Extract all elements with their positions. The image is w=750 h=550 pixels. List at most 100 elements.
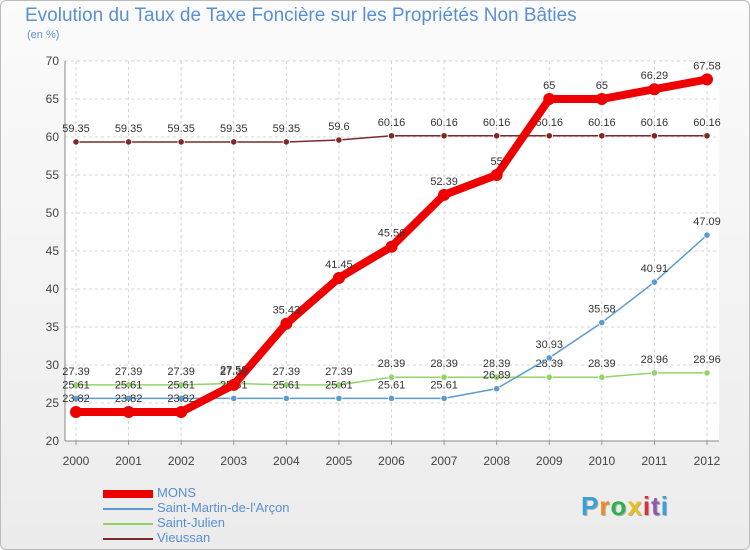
data-label-mons: 23.82	[115, 393, 143, 405]
data-label-mons: 35.43	[273, 305, 301, 317]
data-point-vieussan	[650, 132, 659, 140]
data-point-saint-martin-de-l-ar-on	[177, 394, 185, 402]
data-label-saint-julien: 28.39	[378, 358, 406, 370]
data-point-vieussan	[598, 132, 606, 140]
data-point-saint-martin-de-l-ar-on	[545, 354, 553, 362]
data-label-vieussan: 60.16	[535, 117, 563, 129]
data-label-saint-martin-de-l-ar-on: 25.61	[378, 379, 406, 391]
legend-label: Vieussan	[157, 530, 211, 545]
data-label-vieussan: 60.16	[378, 117, 406, 129]
data-label-vieussan: 60.16	[588, 117, 616, 129]
data-label-vieussan: 60.16	[693, 117, 721, 129]
logo-letter: o	[610, 491, 628, 521]
data-point-saint-martin-de-l-ar-on	[493, 385, 501, 393]
y-tick-label: 20	[46, 434, 60, 448]
data-point-mons	[490, 169, 503, 181]
data-point-saint-martin-de-l-ar-on	[387, 394, 396, 402]
chart-title: Evolution du Taux de Taxe Foncière sur l…	[25, 5, 577, 26]
legend-swatch	[103, 538, 153, 540]
data-point-saint-martin-de-l-ar-on	[598, 318, 606, 327]
y-tick-label: 25	[46, 396, 60, 410]
data-point-mons	[227, 378, 240, 391]
data-label-saint-julien: 27.39	[62, 366, 90, 378]
data-label-mons: 67.58	[693, 60, 721, 72]
data-point-saint-martin-de-l-ar-on	[230, 394, 238, 402]
x-tick-label: 2010	[588, 454, 615, 468]
data-label-mons: 41.45	[325, 259, 353, 271]
legend-swatch	[103, 490, 153, 498]
x-tick-label: 2007	[431, 454, 458, 468]
data-point-mons	[70, 405, 82, 418]
data-label-saint-martin-de-l-ar-on: 47.09	[693, 216, 721, 228]
data-point-saint-julien	[72, 381, 80, 389]
x-tick-label: 2004	[273, 454, 300, 468]
data-label-saint-julien: 27.39	[115, 366, 143, 378]
legend-swatch	[103, 508, 153, 510]
data-point-saint-julien	[493, 373, 501, 381]
legend-label: MONS	[157, 485, 196, 500]
data-label-mons: 65	[543, 80, 555, 92]
data-point-vieussan	[493, 132, 501, 140]
data-label-mons: 66.29	[641, 70, 669, 82]
data-point-mons	[648, 83, 661, 96]
data-label-saint-martin-de-l-ar-on: 25.61	[167, 379, 195, 391]
data-label-saint-martin-de-l-ar-on: 40.91	[641, 263, 669, 275]
data-point-vieussan	[230, 138, 238, 146]
y-tick-label: 50	[46, 206, 60, 220]
x-tick-label: 2009	[536, 454, 563, 468]
data-label-saint-martin-de-l-ar-on: 35.58	[588, 304, 616, 316]
data-label-saint-julien: 28.39	[588, 358, 616, 370]
data-label-mons: 23.82	[167, 393, 195, 405]
data-point-mons	[175, 405, 188, 418]
data-point-saint-martin-de-l-ar-on	[72, 394, 80, 402]
data-point-vieussan	[124, 138, 133, 146]
data-label-vieussan: 59.35	[220, 123, 248, 135]
data-label-mons: 55	[491, 156, 503, 168]
y-tick-label: 65	[46, 92, 60, 106]
data-label-vieussan: 59.35	[62, 123, 90, 135]
logo-letter: t	[651, 491, 661, 521]
data-label-saint-martin-de-l-ar-on: 25.61	[325, 379, 353, 391]
data-point-mons	[122, 405, 135, 418]
data-point-mons	[332, 271, 345, 284]
legend-swatch	[103, 523, 153, 525]
data-label-saint-martin-de-l-ar-on: 25.61	[62, 379, 90, 391]
data-label-saint-martin-de-l-ar-on: 26.89	[483, 370, 511, 382]
data-point-saint-julien	[124, 381, 133, 389]
x-tick-label: 2012	[694, 454, 721, 468]
data-point-saint-julien	[335, 381, 343, 389]
data-point-saint-martin-de-l-ar-on	[650, 278, 659, 286]
data-label-vieussan: 59.6	[328, 121, 349, 133]
logo-letter: i	[660, 491, 669, 521]
data-point-saint-julien	[440, 373, 448, 381]
x-tick-label: 2003	[220, 454, 247, 468]
data-point-saint-julien	[703, 369, 711, 377]
data-point-vieussan	[335, 136, 343, 144]
data-label-saint-julien: 27.39	[273, 366, 301, 378]
data-point-saint-martin-de-l-ar-on	[282, 394, 290, 402]
x-tick-label: 2005	[326, 454, 353, 468]
data-point-saint-martin-de-l-ar-on	[703, 231, 711, 239]
data-label-saint-julien: 28.39	[430, 358, 458, 370]
data-label-vieussan: 59.35	[273, 123, 301, 135]
data-point-saint-martin-de-l-ar-on	[335, 394, 343, 402]
data-label-saint-julien: 27.39	[325, 366, 353, 378]
data-point-mons	[438, 188, 451, 201]
data-point-vieussan	[72, 138, 80, 146]
data-label-saint-julien: 28.96	[641, 354, 669, 366]
y-tick-label: 55	[46, 168, 60, 182]
data-point-saint-julien	[387, 373, 396, 381]
data-point-mons	[385, 240, 398, 253]
data-point-mons	[543, 93, 556, 105]
y-tick-label: 45	[46, 244, 60, 258]
data-point-saint-julien	[545, 373, 553, 381]
data-label-vieussan: 60.16	[483, 117, 511, 129]
y-tick-label: 70	[46, 54, 60, 68]
data-label-vieussan: 60.16	[641, 117, 669, 129]
x-tick-label: 2002	[168, 454, 195, 468]
data-label-mons: 45.56	[378, 228, 406, 240]
x-tick-label: 2008	[483, 454, 510, 468]
x-tick-label: 2006	[378, 454, 405, 468]
